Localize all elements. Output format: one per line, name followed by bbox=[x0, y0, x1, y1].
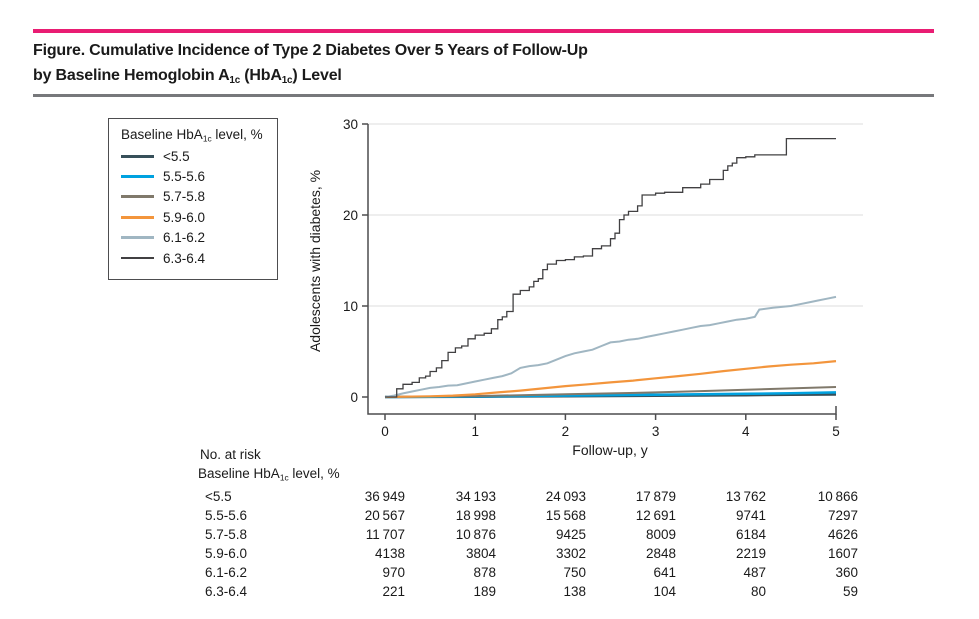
series-5.55.6 bbox=[384, 391, 837, 399]
axis-line bbox=[367, 124, 837, 415]
risk-row-value: 3804 bbox=[465, 546, 496, 561]
risk-table-header: No. at risk bbox=[200, 447, 261, 462]
risk-row-value: 11 707 bbox=[365, 527, 405, 542]
risk-row-value: 189 bbox=[473, 584, 496, 599]
x-tick-label: 1 bbox=[471, 424, 479, 439]
risk-row-value: 2219 bbox=[735, 546, 766, 561]
risk-row-value: 3302 bbox=[555, 546, 586, 561]
x-axis-label: Follow-up, y bbox=[572, 442, 647, 458]
risk-row-value: 10 866 bbox=[817, 489, 858, 504]
y-tick-label: 0 bbox=[350, 390, 358, 405]
figure-title-line2: by Baseline Hemoglobin A1c (HbA1c) Level bbox=[33, 67, 342, 86]
risk-row-value: 17 879 bbox=[635, 489, 676, 504]
divider-rule bbox=[33, 94, 934, 97]
risk-table-row: 5.7-5.8 11 707 10 876 9425 8009 6184 4626 bbox=[205, 527, 865, 545]
risk-row-value: 970 bbox=[382, 565, 405, 580]
risk-row-value: 487 bbox=[743, 565, 766, 580]
legend-item-label: <5.5 bbox=[163, 148, 190, 164]
risk-table-row: 5.5-5.6 20 567 18 998 15 568 12 691 9741 7297 bbox=[205, 508, 865, 526]
y-tick-label: 10 bbox=[343, 299, 358, 314]
risk-row-value: 20 567 bbox=[364, 508, 405, 523]
legend-items: <5.5 5.5-5.6 5.7-5.8 5.9-6.0 6.1-6.2 6.3-6.4 bbox=[121, 146, 277, 268]
risk-row-label: <5.5 bbox=[205, 489, 232, 504]
risk-row-value: 221 bbox=[382, 584, 405, 599]
x-tick-label: 0 bbox=[381, 424, 389, 439]
risk-row-value: 12 691 bbox=[635, 508, 676, 523]
risk-table-subheader: Baseline HbA1c level, % bbox=[198, 466, 340, 483]
risk-row-value: 18 998 bbox=[455, 508, 496, 523]
risk-row-value: 59 bbox=[842, 584, 858, 599]
legend-title: Baseline HbA1c level, % bbox=[121, 127, 263, 144]
risk-row-value: 750 bbox=[563, 565, 586, 580]
y-tick-label: 20 bbox=[343, 208, 358, 223]
risk-table-row: 6.1-6.2 970 878 750 641 487 360 bbox=[205, 565, 865, 583]
risk-row-value: 138 bbox=[563, 584, 586, 599]
risk-row-value: 2848 bbox=[645, 546, 676, 561]
series-6.16.2 bbox=[384, 295, 837, 398]
risk-row-label: 5.7-5.8 bbox=[205, 527, 248, 542]
legend-swatch-icon bbox=[121, 215, 154, 219]
risk-row-value: 4138 bbox=[374, 546, 405, 561]
legend-item-label: 6.3-6.4 bbox=[163, 250, 206, 266]
risk-row-label: 6.1-6.2 bbox=[205, 565, 248, 580]
risk-row-value: 6184 bbox=[735, 527, 766, 542]
legend-item-5.96.0: 5.9-6.0 bbox=[121, 207, 277, 227]
legend-swatch-icon bbox=[121, 195, 154, 199]
risk-row-value: 13 762 bbox=[725, 489, 766, 504]
x-tick-label: 3 bbox=[652, 424, 660, 439]
risk-row-value: 878 bbox=[473, 565, 496, 580]
risk-row-value: 9741 bbox=[735, 508, 766, 523]
legend-item-5.75.8: 5.7-5.8 bbox=[121, 187, 277, 207]
risk-row-value: 641 bbox=[653, 565, 676, 580]
risk-row-value: 10 876 bbox=[455, 527, 496, 542]
legend-item-label: 5.7-5.8 bbox=[163, 189, 206, 205]
risk-table-row: 5.9-6.0 4138 3804 3302 2848 2219 1607 bbox=[205, 546, 865, 564]
risk-row-label: 5.9-6.0 bbox=[205, 546, 248, 561]
legend-item-label: 5.9-6.0 bbox=[163, 209, 206, 225]
figure-title: Figure. Cumulative Incidence of Type 2 D… bbox=[33, 38, 588, 88]
risk-row-value: 9425 bbox=[555, 527, 586, 542]
legend-swatch-icon bbox=[121, 175, 154, 179]
legend-item-6.16.2: 6.1-6.2 bbox=[121, 228, 277, 248]
legend-swatch-icon bbox=[121, 154, 154, 158]
x-tick-label: 4 bbox=[742, 424, 750, 439]
series-5.96.0 bbox=[384, 360, 837, 399]
x-tick-label: 5 bbox=[832, 424, 840, 439]
risk-row-value: 8009 bbox=[645, 527, 676, 542]
risk-table-row: <5.5 36 949 34 193 24 093 17 879 13 762 10 866 bbox=[205, 489, 865, 507]
legend-item-5.5: <5.5 bbox=[121, 146, 277, 166]
series-5.75.8 bbox=[384, 386, 837, 398]
risk-row-value: 7297 bbox=[827, 508, 858, 523]
x-tick-label: 2 bbox=[562, 424, 570, 439]
risk-row-value: 1607 bbox=[827, 546, 858, 561]
y-tick-label: 30 bbox=[343, 117, 358, 132]
risk-table-row: 6.3-6.4 221 189 138 104 80 59 bbox=[205, 584, 865, 602]
risk-row-value: 360 bbox=[835, 565, 858, 580]
risk-row-label: 5.5-5.6 bbox=[205, 508, 248, 523]
cumulative-incidence-chart: 0 10 20 30 0 1 2 3 4 5 Adolescents with diabetes, … bbox=[307, 117, 863, 458]
legend-box: Baseline HbA1c level, % <5.5 5.5-5.6 5.7-5… bbox=[108, 118, 278, 280]
legend-item-label: 6.1-6.2 bbox=[163, 230, 206, 246]
series-6.36.4 bbox=[385, 137, 836, 398]
risk-row-value: 36 949 bbox=[364, 489, 405, 504]
risk-row-value: 24 093 bbox=[545, 489, 586, 504]
risk-row-value: 4626 bbox=[827, 527, 858, 542]
series-5.5 bbox=[384, 393, 837, 399]
risk-row-label: 6.3-6.4 bbox=[205, 584, 248, 599]
risk-row-value: 104 bbox=[653, 584, 676, 599]
risk-row-value: 80 bbox=[750, 584, 766, 599]
legend-item-label: 5.5-5.6 bbox=[163, 169, 206, 185]
legend-swatch-icon bbox=[121, 257, 154, 259]
accent-rule bbox=[33, 29, 934, 33]
legend-item-5.55.6: 5.5-5.6 bbox=[121, 166, 277, 186]
legend-item-6.36.4: 6.3-6.4 bbox=[121, 248, 277, 268]
y-axis-label: Adolescents with diabetes, % bbox=[307, 170, 323, 352]
figure-title-line1: Figure. Cumulative Incidence of Type 2 D… bbox=[33, 42, 588, 59]
legend-swatch-icon bbox=[121, 236, 154, 240]
risk-row-value: 15 568 bbox=[545, 508, 586, 523]
risk-row-value: 34 193 bbox=[455, 489, 496, 504]
